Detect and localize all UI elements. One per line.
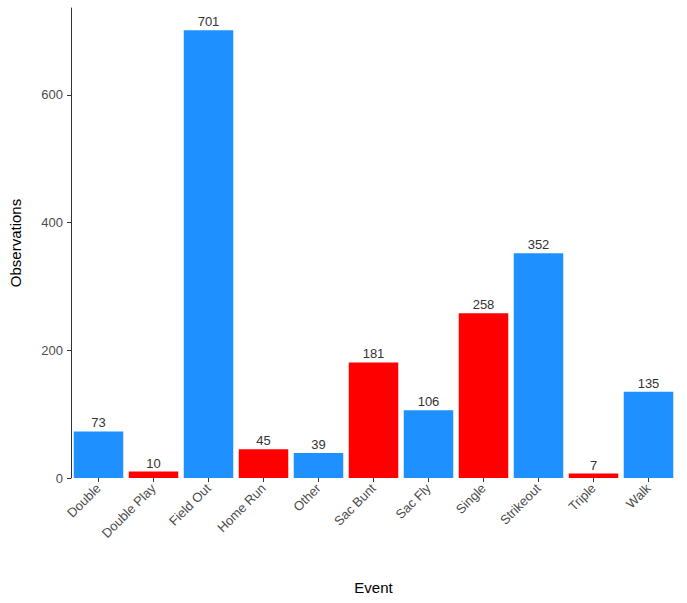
svg-text:0: 0 <box>56 471 63 486</box>
svg-text:Event: Event <box>354 579 393 596</box>
svg-text:Strikeout: Strikeout <box>497 480 544 527</box>
svg-text:10: 10 <box>146 456 160 471</box>
svg-text:Sac Fly: Sac Fly <box>393 480 435 522</box>
svg-text:73: 73 <box>91 415 105 430</box>
svg-text:106: 106 <box>418 394 440 409</box>
svg-text:Field Out: Field Out <box>166 480 214 528</box>
svg-text:Home Run: Home Run <box>214 481 269 536</box>
svg-text:39: 39 <box>311 437 325 452</box>
svg-text:Sac Bunt: Sac Bunt <box>331 480 379 528</box>
svg-text:400: 400 <box>41 215 63 230</box>
svg-text:135: 135 <box>638 376 660 391</box>
svg-text:701: 701 <box>198 14 220 29</box>
svg-text:Other: Other <box>290 480 324 514</box>
svg-text:7: 7 <box>590 458 597 473</box>
svg-text:Walk: Walk <box>623 480 654 511</box>
svg-text:181: 181 <box>363 346 385 361</box>
svg-text:Single: Single <box>453 481 489 517</box>
svg-text:Observations: Observations <box>7 199 24 287</box>
svg-text:Triple: Triple <box>566 481 599 514</box>
svg-text:Double: Double <box>64 481 104 521</box>
svg-text:45: 45 <box>256 433 270 448</box>
svg-text:352: 352 <box>528 237 550 252</box>
svg-text:200: 200 <box>41 343 63 358</box>
svg-text:600: 600 <box>41 87 63 102</box>
svg-text:Double Play: Double Play <box>99 480 159 540</box>
svg-text:258: 258 <box>473 297 495 312</box>
